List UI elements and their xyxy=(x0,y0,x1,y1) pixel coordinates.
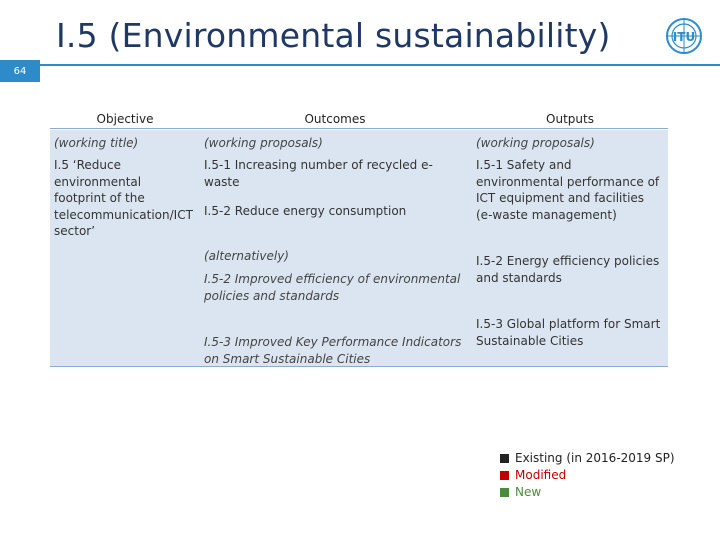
outcome-i5-2: I.5-2 Reduce energy consumption xyxy=(204,204,407,218)
column-header-objective: Objective xyxy=(96,112,154,126)
legend-item-existing: Existing (in 2016-2019 SP) xyxy=(500,450,675,467)
outcome-i5-1: I.5-1 Increasing number of recycled e-wa… xyxy=(204,158,433,189)
output-i5-1: I.5-1 Safety and environmental performan… xyxy=(476,158,660,222)
legend-label-new: New xyxy=(515,485,542,499)
output-i5-2: I.5-2 Energy efficiency policies and sta… xyxy=(476,254,660,285)
output-i5-3: I.5-3 Global platform for Smart Sustaina… xyxy=(476,317,661,348)
legend-item-new: New xyxy=(500,484,675,501)
legend-label-existing: Existing (in 2016-2019 SP) xyxy=(515,451,675,465)
column-header-outcomes: Outcomes xyxy=(304,112,366,126)
outcome-i5-3: I.5-3 Improved Key Performance Indicator… xyxy=(204,335,462,366)
legend-swatch-existing xyxy=(500,454,509,463)
header-divider xyxy=(0,64,720,66)
legend: Existing (in 2016-2019 SP) Modified New xyxy=(500,450,675,501)
legend-item-modified: Modified xyxy=(500,467,675,484)
table-header-rule xyxy=(50,128,668,129)
objectives-table xyxy=(50,130,668,367)
legend-swatch-modified xyxy=(500,471,509,480)
subheader-outputs: (working proposals) xyxy=(476,136,595,150)
subheader-objective: (working title) xyxy=(54,136,139,150)
legend-swatch-new xyxy=(500,488,509,497)
subheader-outcomes: (working proposals) xyxy=(204,136,323,150)
itu-logo-icon: ITU xyxy=(666,18,702,54)
legend-label-modified: Modified xyxy=(515,468,567,482)
slide-title: I.5 (Environmental sustainability) xyxy=(56,16,611,55)
outcome-alternative-label: (alternatively) xyxy=(204,249,289,263)
objective-text: I.5 ‘Reduce environmental footprint of t… xyxy=(54,158,193,238)
column-header-outputs: Outputs xyxy=(546,112,594,126)
svg-text:ITU: ITU xyxy=(673,30,695,44)
outcome-i5-2-alternative: I.5-2 Improved efficiency of environment… xyxy=(204,272,461,303)
slide-number: 64 xyxy=(0,60,40,82)
